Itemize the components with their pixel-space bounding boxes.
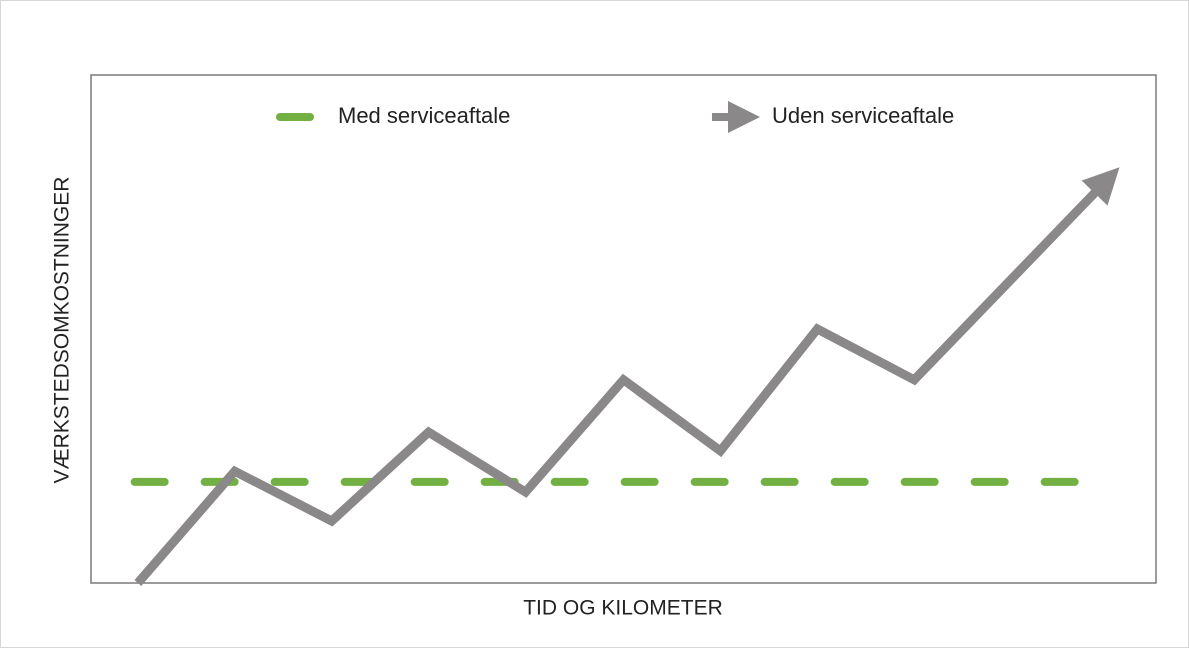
legend-label: Uden serviceaftale <box>772 103 954 128</box>
plot-frame <box>90 74 1157 584</box>
x-axis-label: TID OG KILOMETER <box>523 597 723 620</box>
y-axis-label: VÆRKSTEDSOMKOSTNINGER <box>51 177 74 484</box>
series-line <box>134 167 1120 586</box>
legend-label: Med serviceaftale <box>338 103 510 128</box>
